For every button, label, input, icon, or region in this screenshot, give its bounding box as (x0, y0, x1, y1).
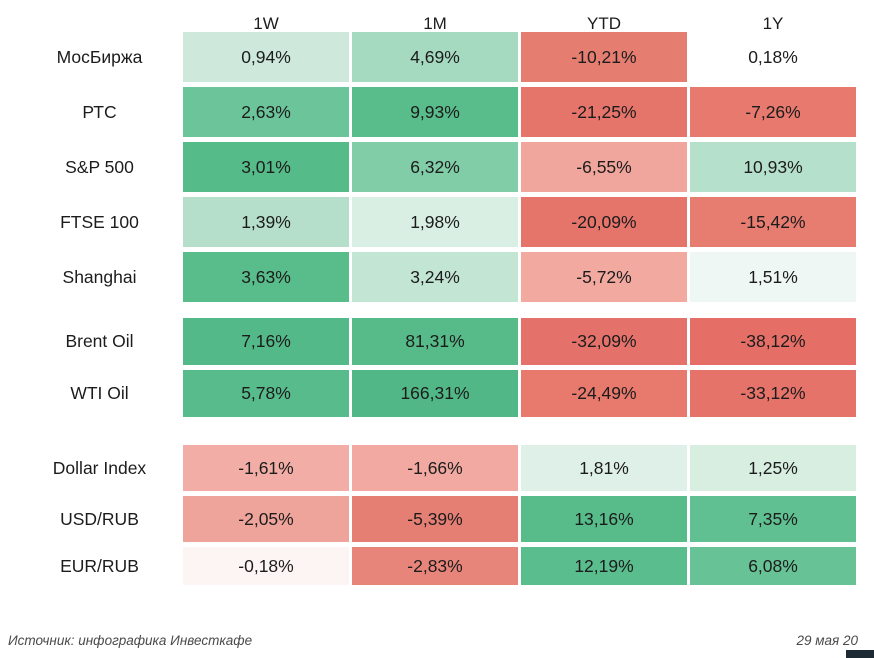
row-label: USD/RUB (60, 508, 139, 529)
row-label: WTI Oil (70, 383, 129, 403)
value-cell: -2,05% (183, 496, 349, 542)
footer: Источник: инфографика Инвесткафе 29 мая … (8, 633, 858, 648)
value-cell: -5,72% (521, 252, 687, 302)
value-cell: -1,66% (352, 445, 518, 491)
value-cell: 81,31% (352, 318, 518, 365)
row-group-commodities: Brent Oil 7,16% 81,31% -32,09% -38,12% WTI Oi… (0, 318, 874, 417)
column-header-ytd: YTD (587, 14, 621, 33)
row-label: МосБиржа (56, 46, 143, 67)
value-cell: 1,98% (352, 197, 518, 247)
period-header-row: 1W 1M YTD 1Y (0, 0, 874, 32)
value-cell: -0,18% (183, 547, 349, 585)
value-cell: -6,55% (521, 142, 687, 192)
table-row: S&P 500 3,01% 6,32% -6,55% 10,93% (0, 142, 874, 192)
row-label: Dollar Index (52, 457, 147, 478)
value-cell: -24,49% (521, 370, 687, 417)
row-label: РТС (82, 101, 117, 122)
bottom-right-dark-bar (846, 650, 874, 658)
table-row: Shanghai 3,63% 3,24% -5,72% 1,51% (0, 252, 874, 302)
value-cell: 12,19% (521, 547, 687, 585)
value-cell: 166,31% (352, 370, 518, 417)
value-cell: 1,25% (690, 445, 856, 491)
value-cell: 1,51% (690, 252, 856, 302)
source-caption: Источник: инфографика Инвесткафе (8, 633, 253, 648)
value-cell: -15,42% (690, 197, 856, 247)
value-cell: -7,26% (690, 87, 856, 137)
value-cell: 0,94% (183, 32, 349, 82)
value-cell: 0,18% (690, 32, 856, 82)
value-cell: -2,83% (352, 547, 518, 585)
row-label: Shanghai (62, 266, 137, 287)
value-cell: -5,39% (352, 496, 518, 542)
row-label: FTSE 100 (60, 211, 139, 232)
value-cell: 1,81% (521, 445, 687, 491)
value-cell: 2,63% (183, 87, 349, 137)
value-cell: -21,25% (521, 87, 687, 137)
value-cell: 3,63% (183, 252, 349, 302)
table-row: Dollar Index -1,61% -1,66% 1,81% 1,25% (0, 445, 874, 491)
table-row: МосБиржа 0,94% 4,69% -10,21% 0,18% (0, 32, 874, 82)
value-cell: 7,35% (690, 496, 856, 542)
value-cell: 6,32% (352, 142, 518, 192)
table-body: МосБиржа 0,94% 4,69% -10,21% 0,18% РТС 2,63% 9,… (0, 32, 874, 585)
column-header-1m: 1M (423, 14, 447, 33)
row-label: S&P 500 (65, 156, 134, 177)
value-cell: -33,12% (690, 370, 856, 417)
value-cell: 3,01% (183, 142, 349, 192)
value-cell: -1,61% (183, 445, 349, 491)
table-row: FTSE 100 1,39% 1,98% -20,09% -15,42% (0, 197, 874, 247)
value-cell: -20,09% (521, 197, 687, 247)
value-cell: -32,09% (521, 318, 687, 365)
value-cell: -38,12% (690, 318, 856, 365)
date-caption: 29 мая 20 (796, 633, 858, 648)
value-cell: 3,24% (352, 252, 518, 302)
value-cell: 4,69% (352, 32, 518, 82)
table-row: Brent Oil 7,16% 81,31% -32,09% -38,12% (0, 318, 874, 365)
value-cell: 10,93% (690, 142, 856, 192)
row-label: EUR/RUB (60, 555, 139, 576)
value-cell: 9,93% (352, 87, 518, 137)
row-label: Brent Oil (65, 331, 134, 351)
value-cell: 5,78% (183, 370, 349, 417)
row-group-currencies: Dollar Index -1,61% -1,66% 1,81% 1,25% USD/RU… (0, 445, 874, 585)
table-row: РТС 2,63% 9,93% -21,25% -7,26% (0, 87, 874, 137)
value-cell: 6,08% (690, 547, 856, 585)
table-row: USD/RUB -2,05% -5,39% 13,16% 7,35% (0, 496, 874, 542)
row-group-indices: МосБиржа 0,94% 4,69% -10,21% 0,18% РТС 2,63% 9,… (0, 32, 874, 302)
table-row: EUR/RUB -0,18% -2,83% 12,19% 6,08% (0, 547, 874, 585)
value-cell: -10,21% (521, 32, 687, 82)
column-header-1w: 1W (253, 14, 279, 33)
table-row: WTI Oil 5,78% 166,31% -24,49% -33,12% (0, 370, 874, 417)
value-cell: 13,16% (521, 496, 687, 542)
column-header-1y: 1Y (762, 14, 784, 33)
value-cell: 1,39% (183, 197, 349, 247)
value-cell: 7,16% (183, 318, 349, 365)
